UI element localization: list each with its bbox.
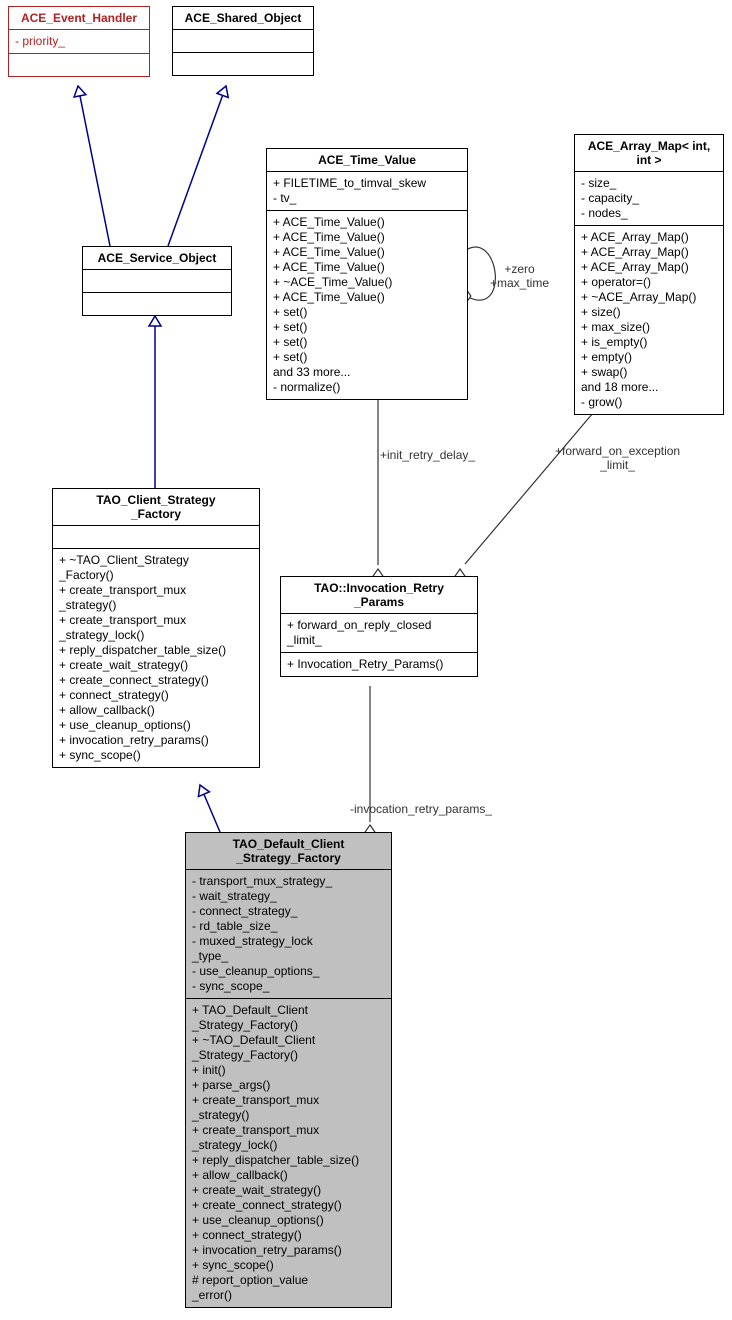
class-section: - size_ - capacity_ - nodes_ xyxy=(575,172,723,226)
edge-label: +zero +max_time xyxy=(490,262,549,290)
class-section xyxy=(83,293,231,315)
edge-label: -invocation_retry_params_ xyxy=(350,802,492,816)
edge-label: +init_retry_delay_ xyxy=(380,448,475,462)
class-section xyxy=(53,526,259,549)
class-section: - transport_mux_strategy_ - wait_strateg… xyxy=(186,870,391,999)
class-title: ACE_Time_Value xyxy=(267,149,467,172)
class-section: + ~TAO_Client_Strategy _Factory() + crea… xyxy=(53,549,259,767)
class-title: ACE_Shared_Object xyxy=(173,7,313,30)
class-title: ACE_Array_Map< int, int > xyxy=(575,135,723,172)
class-section: + TAO_Default_Client _Strategy_Factory()… xyxy=(186,999,391,1307)
class-box-tao-default-client: TAO_Default_Client _Strategy_Factory- tr… xyxy=(185,832,392,1308)
class-box-ace-service-object: ACE_Service_Object xyxy=(82,246,232,316)
class-box-ace-array-map: ACE_Array_Map< int, int >- size_ - capac… xyxy=(574,134,724,415)
class-box-ace-time-value: ACE_Time_Value+ FILETIME_to_timval_skew … xyxy=(266,148,468,400)
class-box-invocation-retry-params: TAO::Invocation_Retry _Params+ forward_o… xyxy=(280,576,478,677)
class-box-ace-event-handler: ACE_Event_Handler- priority_ xyxy=(8,6,150,77)
class-title: ACE_Service_Object xyxy=(83,247,231,270)
class-section xyxy=(173,53,313,75)
class-section: + Invocation_Retry_Params() xyxy=(281,653,477,676)
class-title: TAO_Client_Strategy _Factory xyxy=(53,489,259,526)
class-section: + forward_on_reply_closed _limit_ xyxy=(281,614,477,653)
class-title: ACE_Event_Handler xyxy=(9,7,149,30)
class-box-tao-client-strategy-factory: TAO_Client_Strategy _Factory + ~TAO_Clien… xyxy=(52,488,260,768)
class-title: TAO::Invocation_Retry _Params xyxy=(281,577,477,614)
class-section xyxy=(173,30,313,53)
class-section: + ACE_Time_Value() + ACE_Time_Value() + … xyxy=(267,211,467,399)
class-section: - priority_ xyxy=(9,30,149,54)
class-section xyxy=(83,270,231,293)
class-section: + FILETIME_to_timval_skew - tv_ xyxy=(267,172,467,211)
class-section xyxy=(9,54,149,76)
class-title: TAO_Default_Client _Strategy_Factory xyxy=(186,833,391,870)
class-box-ace-shared-object: ACE_Shared_Object xyxy=(172,6,314,76)
class-section: + ACE_Array_Map() + ACE_Array_Map() + AC… xyxy=(575,226,723,414)
edge-label: +forward_on_exception _limit_ xyxy=(555,444,680,472)
